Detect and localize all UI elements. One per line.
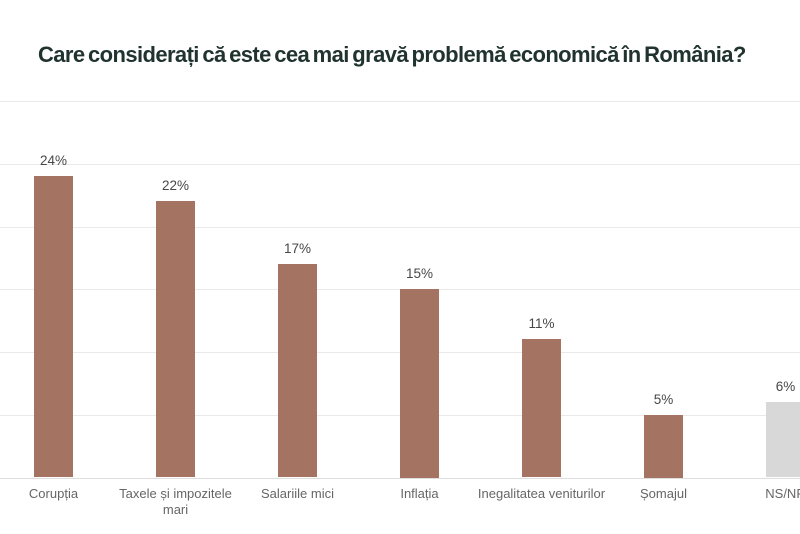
category-label: Șomajul — [640, 486, 687, 501]
category-label: Corupția — [28, 486, 79, 501]
category-label: NS/NR — [765, 486, 800, 501]
category-label: Taxele și impozitele mari — [119, 486, 232, 517]
category-label: Inegalitatea veniturilor — [477, 486, 606, 501]
chart-title: Care considerați că este cea mai gravă p… — [38, 42, 746, 67]
gridline — [0, 226, 800, 228]
bar-value-label: 11% — [528, 316, 555, 332]
bar-value-label: 17% — [283, 241, 312, 257]
bar — [522, 339, 561, 478]
bar — [34, 176, 73, 478]
bar — [156, 201, 195, 478]
bar-value-label: 6% — [775, 379, 796, 395]
bar-value-label: 15% — [405, 266, 434, 282]
bar — [644, 414, 683, 478]
category-label: Inflația — [400, 486, 439, 501]
bar — [766, 402, 800, 478]
x-axis-baseline — [0, 477, 800, 479]
gridline — [0, 101, 800, 102]
bar — [278, 264, 317, 478]
gridline — [0, 163, 800, 165]
category-label: Salariile mici — [261, 486, 334, 501]
bar — [400, 289, 439, 478]
bar-value-label: 22% — [161, 178, 190, 194]
bar-value-label: 5% — [653, 391, 674, 407]
bar-value-label: 24% — [39, 153, 68, 169]
